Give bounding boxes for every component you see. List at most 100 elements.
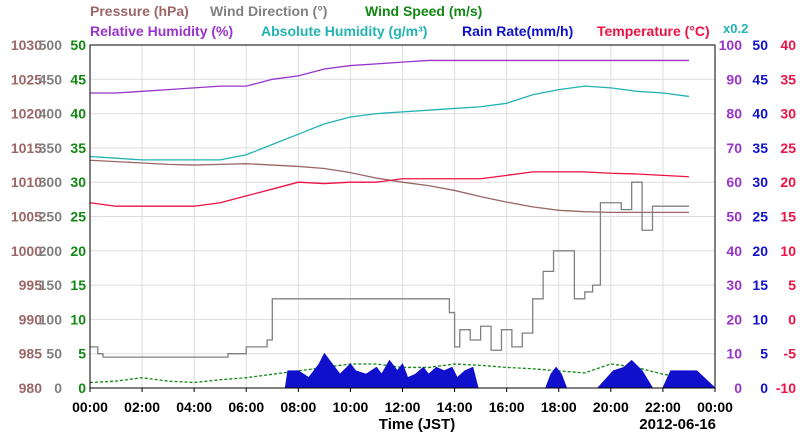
y-tick-wind-direction: 300	[39, 174, 63, 190]
y-tick-wind-speed: 10	[70, 311, 86, 327]
y-tick-temperature: 20	[780, 174, 796, 190]
y-tick-pressure: 1015	[11, 140, 42, 156]
y-tick-wind-speed: 30	[70, 174, 86, 190]
y-tick-rain-rate: 15	[752, 277, 768, 293]
y-tick-wind-speed: 45	[70, 71, 86, 87]
y-tick-rain-rate: 10	[752, 311, 768, 327]
x-tick-label: 06:00	[228, 399, 264, 415]
y-tick-temperature: 0	[788, 311, 796, 327]
y-tick-wind-direction: 50	[46, 346, 62, 362]
legend-absolute-humidity: Absolute Humidity (g/m³)	[261, 23, 427, 39]
y-tick-relative-humidity: 30	[726, 277, 742, 293]
y-tick-pressure: 990	[19, 311, 43, 327]
y-tick-rain-rate: 35	[752, 140, 768, 156]
series-wind-direction	[90, 181, 689, 358]
y-tick-temperature: 30	[780, 106, 796, 122]
y-tick-wind-direction: 150	[39, 277, 63, 293]
y-tick-pressure: 980	[19, 380, 43, 396]
y-tick-wind-direction: 250	[39, 209, 63, 225]
legend-relative-humidity: Relative Humidity (%)	[90, 23, 233, 39]
y-tick-relative-humidity: 70	[726, 140, 742, 156]
x-tick-label: 14:00	[437, 399, 473, 415]
series-pressure	[89, 159, 689, 214]
y-tick-relative-humidity: 100	[719, 37, 743, 53]
series-temperature	[89, 171, 689, 207]
legend-wind-direction: Wind Direction (°)	[210, 3, 327, 19]
y-tick-pressure: 1025	[11, 71, 42, 87]
y-tick-rain-rate: 40	[752, 106, 768, 122]
y-tick-pressure: 1000	[11, 243, 42, 259]
y-tick-temperature: 25	[780, 140, 796, 156]
y-tick-wind-direction: 100	[39, 311, 63, 327]
x-tick-label: 18:00	[541, 399, 577, 415]
y-tick-pressure: 1030	[11, 37, 42, 53]
y-tick-wind-direction: 350	[39, 140, 63, 156]
y-tick-temperature: -10	[776, 380, 796, 396]
series-group	[89, 59, 717, 389]
y-tick-relative-humidity: 60	[726, 174, 742, 190]
y-tick-relative-humidity: 80	[726, 106, 742, 122]
x-tick-label: 10:00	[333, 399, 369, 415]
legend-pressure: Pressure (hPa)	[90, 3, 189, 19]
y-tick-wind-speed: 25	[70, 209, 86, 225]
y-tick-wind-speed: 35	[70, 140, 86, 156]
grid	[90, 45, 715, 388]
y-tick-relative-humidity: 50	[726, 209, 742, 225]
y-tick-pressure: 985	[19, 346, 43, 362]
series-rain-rate	[90, 352, 717, 389]
x-tick-label: 12:00	[385, 399, 421, 415]
y-tick-temperature: 40	[780, 37, 796, 53]
y-tick-pressure: 1010	[11, 174, 42, 190]
series-relative-humidity	[90, 59, 689, 94]
y-tick-temperature: 10	[780, 243, 796, 259]
y-tick-wind-speed: 40	[70, 106, 86, 122]
x-tick-label: 20:00	[593, 399, 629, 415]
y-tick-rain-rate: 5	[760, 346, 768, 362]
y-tick-rain-rate: 45	[752, 71, 768, 87]
y-tick-wind-speed: 50	[70, 37, 86, 53]
y-tick-temperature: 35	[780, 71, 796, 87]
x-tick-label: 00:00	[697, 399, 733, 415]
series-absolute-humidity	[89, 85, 690, 161]
y-tick-temperature: -5	[784, 346, 797, 362]
y-tick-relative-humidity: 40	[726, 243, 742, 259]
y-tick-pressure: 1020	[11, 106, 42, 122]
y-tick-relative-humidity: 90	[726, 71, 742, 87]
legend-wind-speed: Wind Speed (m/s)	[365, 3, 482, 19]
y-tick-wind-direction: 400	[39, 106, 63, 122]
y-tick-relative-humidity: 0	[734, 380, 742, 396]
y-tick-wind-direction: 500	[39, 37, 63, 53]
legend-temperature: Temperature (°C)	[597, 23, 710, 39]
x-tick-label: 04:00	[176, 399, 212, 415]
y-tick-wind-speed: 5	[78, 346, 86, 362]
legend-scale-note: x0.2	[723, 21, 748, 36]
y-tick-wind-speed: 15	[70, 277, 86, 293]
x-axis-label: Time (JST)	[379, 416, 455, 433]
y-tick-wind-speed: 0	[78, 380, 86, 396]
x-tick-label: 22:00	[645, 399, 681, 415]
y-tick-wind-direction: 0	[54, 380, 62, 396]
legend-row-1: Pressure (hPa) Wind Direction (°) Wind S…	[90, 3, 482, 19]
y-tick-pressure: 1005	[11, 209, 42, 225]
x-tick-label: 16:00	[489, 399, 525, 415]
y-tick-temperature: 5	[788, 277, 796, 293]
y-axes: 1030102510201015101010051000995990985980…	[11, 37, 796, 396]
x-tick-label: 02:00	[124, 399, 160, 415]
y-tick-wind-direction: 200	[39, 243, 63, 259]
y-tick-wind-speed: 20	[70, 243, 86, 259]
y-tick-rain-rate: 0	[760, 380, 768, 396]
y-tick-relative-humidity: 20	[726, 311, 742, 327]
x-axis: 00:00 02:00 04:00 06:00 08:00 10:00 12:00 14:00…	[72, 388, 733, 415]
y-tick-temperature: 15	[780, 209, 796, 225]
y-tick-rain-rate: 30	[752, 174, 768, 190]
y-tick-rain-rate: 25	[752, 209, 768, 225]
x-tick-label: 00:00	[72, 399, 108, 415]
x-tick-label: 08:00	[280, 399, 316, 415]
y-tick-relative-humidity: 10	[726, 346, 742, 362]
legend-row-2: Relative Humidity (%) Absolute Humidity …	[90, 21, 748, 39]
y-tick-wind-direction: 450	[39, 71, 63, 87]
legend-rain-rate: Rain Rate(mm/h)	[462, 23, 573, 39]
y-tick-rain-rate: 50	[752, 37, 768, 53]
